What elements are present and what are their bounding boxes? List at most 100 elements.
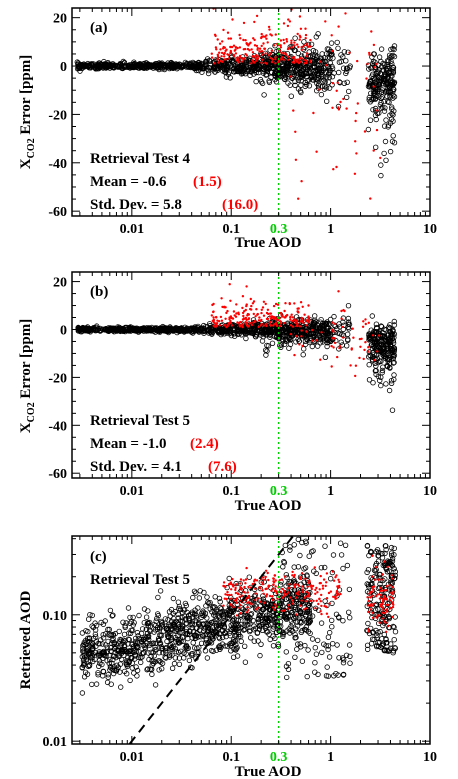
data-point-red (231, 577, 234, 581)
data-point (331, 322, 337, 328)
data-point-red (274, 56, 277, 59)
data-point (292, 35, 298, 41)
data-point (302, 341, 309, 347)
data-point (230, 637, 237, 643)
data-point-red (262, 576, 265, 579)
data-point-red (223, 46, 226, 49)
data-point-red (226, 53, 229, 56)
data-point (236, 631, 242, 638)
data-point (369, 614, 375, 621)
data-point (82, 654, 88, 660)
data-point (347, 653, 353, 660)
data-point-red (325, 572, 329, 575)
data-point (379, 367, 386, 374)
data-point-red (248, 322, 252, 325)
data-point (120, 619, 126, 625)
data-point (166, 654, 173, 660)
data-point-red (330, 34, 333, 37)
data-point (344, 343, 350, 349)
data-point-red (263, 578, 267, 581)
data-point (99, 641, 106, 647)
data-point (80, 326, 86, 332)
data-point-red (305, 324, 308, 327)
data-point-red (215, 48, 218, 51)
data-point-red (344, 12, 347, 15)
data-point-red (364, 322, 367, 326)
data-point (272, 68, 278, 75)
data-point (315, 637, 321, 644)
data-point-red (305, 55, 309, 58)
data-point-red (277, 60, 280, 64)
data-point (276, 594, 282, 600)
data-point (368, 90, 374, 96)
data-point (263, 352, 269, 358)
data-point-red (261, 53, 264, 56)
data-point-red (309, 38, 312, 42)
data-point (383, 381, 389, 387)
data-point (219, 609, 225, 615)
data-point (369, 580, 375, 586)
data-point (173, 325, 180, 331)
data-point (104, 648, 110, 654)
data-point (261, 606, 267, 612)
data-point (335, 672, 341, 678)
data-point (158, 666, 165, 672)
data-point-red (222, 28, 225, 32)
data-point (244, 615, 251, 621)
data-point-red (295, 319, 298, 323)
data-point-red (313, 566, 316, 569)
data-point (167, 63, 174, 70)
data-point (336, 655, 342, 661)
data-point-red (255, 57, 258, 60)
data-point (295, 536, 301, 543)
data-point-red (320, 604, 323, 608)
data-point-red (262, 601, 266, 604)
data-point (338, 52, 344, 58)
data-point (295, 50, 301, 57)
panel-b-ylabel-sub: CO2 (26, 402, 37, 422)
data-point-red (244, 0, 246, 1)
data-point (267, 334, 273, 340)
data-point-red (314, 588, 317, 592)
data-point (126, 630, 132, 636)
data-point-red (292, 319, 295, 322)
data-point-red (264, 61, 267, 65)
data-point (289, 67, 295, 73)
data-point-red (336, 593, 339, 597)
data-point (295, 600, 302, 607)
data-point-red (331, 49, 334, 53)
data-point (262, 54, 269, 60)
data-point-red (256, 597, 259, 600)
y-tick-label: 0 (60, 323, 67, 338)
data-point-red (244, 322, 248, 325)
data-point (383, 117, 389, 123)
data-point-red (298, 577, 302, 581)
data-point (111, 641, 117, 648)
data-point (132, 326, 138, 332)
data-point (390, 64, 397, 71)
data-point (379, 616, 385, 622)
data-point (132, 652, 139, 658)
data-point (207, 606, 213, 612)
data-point (110, 653, 117, 659)
data-point-red (286, 58, 290, 61)
y-tick-label: 0 (60, 60, 67, 75)
data-point (382, 562, 389, 569)
data-point (375, 640, 381, 646)
data-point-red (280, 609, 283, 613)
data-point (170, 64, 176, 71)
data-point (82, 62, 89, 68)
data-point (331, 313, 337, 320)
data-point-red (269, 33, 272, 36)
data-point (275, 643, 282, 650)
data-point (319, 51, 325, 57)
data-point-red (296, 310, 299, 313)
panel-a-points (74, 0, 398, 200)
data-point (366, 97, 372, 103)
data-point (192, 632, 198, 638)
data-point (366, 552, 372, 559)
data-point-red (291, 602, 294, 605)
data-point (265, 343, 272, 349)
data-point (196, 595, 203, 601)
